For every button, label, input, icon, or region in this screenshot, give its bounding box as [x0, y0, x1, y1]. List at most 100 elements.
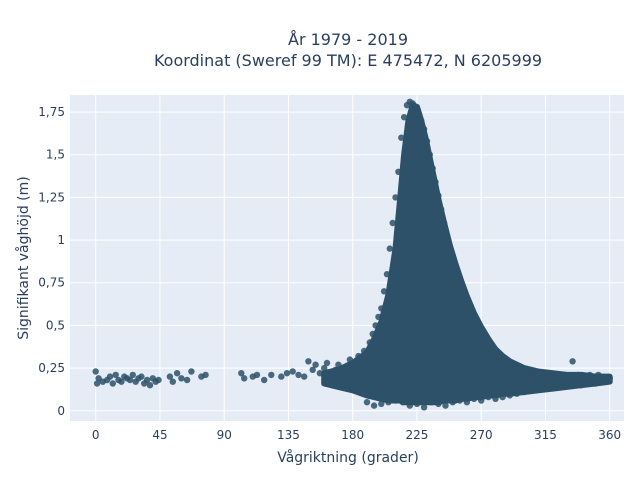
data-point	[295, 371, 302, 379]
data-point	[438, 206, 445, 213]
tick-labels: 0 45 90 135 180 225 270 315 360 0 0,25 0,5 0,75 1 1,25…	[38, 105, 621, 442]
data-point	[455, 271, 462, 278]
data-point	[606, 375, 613, 382]
data-point	[289, 368, 296, 375]
data-point	[395, 168, 402, 175]
data-point	[305, 358, 312, 365]
y-tick-label: 1,5	[46, 148, 65, 162]
x-tick-label: 315	[534, 428, 557, 442]
data-point	[406, 402, 413, 409]
data-point	[352, 363, 359, 370]
data-point	[418, 117, 425, 124]
data-point	[349, 373, 356, 380]
data-point	[400, 114, 408, 121]
x-tick-label: 0	[92, 428, 100, 442]
data-point	[549, 383, 556, 391]
data-point	[188, 368, 195, 375]
data-point	[478, 397, 485, 404]
data-point	[426, 151, 433, 158]
data-point	[173, 370, 181, 377]
data-point	[346, 356, 354, 363]
data-point	[355, 352, 362, 360]
data-point	[375, 313, 382, 321]
data-point	[442, 402, 449, 409]
data-point	[112, 371, 119, 379]
data-point	[366, 339, 373, 346]
data-point	[363, 399, 371, 406]
data-point	[535, 385, 542, 392]
data-point	[449, 399, 456, 406]
x-tick-label: 45	[152, 428, 167, 442]
data-point	[420, 125, 428, 133]
data-point	[202, 371, 209, 379]
data-point	[563, 382, 571, 389]
x-tick-label: 135	[277, 428, 300, 442]
y-tick-label: 0	[57, 404, 65, 418]
data-point	[146, 382, 154, 389]
data-point	[466, 305, 473, 312]
data-point	[470, 395, 478, 402]
data-point	[478, 329, 485, 336]
data-point	[93, 380, 101, 387]
data-point	[492, 395, 499, 402]
data-point	[435, 192, 442, 199]
data-point	[92, 368, 99, 375]
data-point	[370, 402, 378, 409]
y-tick-label: 0,75	[38, 276, 65, 290]
data-point	[343, 364, 351, 372]
data-point	[456, 397, 463, 404]
data-point	[440, 219, 448, 227]
data-point	[415, 110, 422, 118]
data-point	[335, 361, 342, 368]
data-point	[332, 366, 339, 373]
data-point	[569, 358, 576, 365]
data-point	[469, 312, 476, 319]
data-point	[238, 370, 245, 377]
data-point	[328, 371, 335, 379]
data-point	[392, 397, 399, 404]
data-point	[520, 388, 528, 396]
data-point	[312, 361, 319, 368]
data-point	[143, 376, 151, 384]
x-tick-label: 225	[406, 428, 429, 442]
data-point	[118, 378, 125, 385]
data-point	[463, 298, 471, 305]
data-point	[323, 359, 331, 367]
data-point	[129, 371, 136, 379]
x-tick-label: 90	[217, 428, 232, 442]
data-point	[485, 393, 492, 401]
data-point	[412, 103, 419, 111]
data-point	[486, 342, 493, 350]
data-point	[309, 366, 316, 373]
x-tick-label: 180	[341, 428, 364, 442]
data-point	[166, 373, 174, 380]
data-point	[321, 364, 328, 372]
data-point	[443, 231, 451, 239]
data-point	[423, 137, 431, 145]
data-point	[386, 245, 393, 252]
data-point	[316, 370, 324, 377]
data-point	[420, 404, 428, 411]
y-tick-label: 1,75	[38, 105, 65, 119]
data-point	[592, 380, 599, 387]
data-point	[261, 376, 268, 384]
data-point	[480, 334, 488, 341]
data-point	[506, 392, 513, 399]
data-point	[241, 375, 248, 382]
data-point	[463, 399, 471, 406]
data-point	[446, 243, 453, 251]
data-point	[429, 165, 436, 172]
data-point	[369, 330, 376, 338]
data-point	[432, 178, 439, 186]
data-point	[183, 376, 191, 384]
data-point	[460, 291, 468, 298]
x-tick-label: 360	[598, 428, 621, 442]
data-point	[380, 288, 388, 295]
data-point	[253, 371, 261, 379]
data-point	[126, 376, 134, 384]
data-point	[435, 400, 442, 408]
data-point	[340, 376, 348, 384]
data-point	[389, 219, 396, 227]
